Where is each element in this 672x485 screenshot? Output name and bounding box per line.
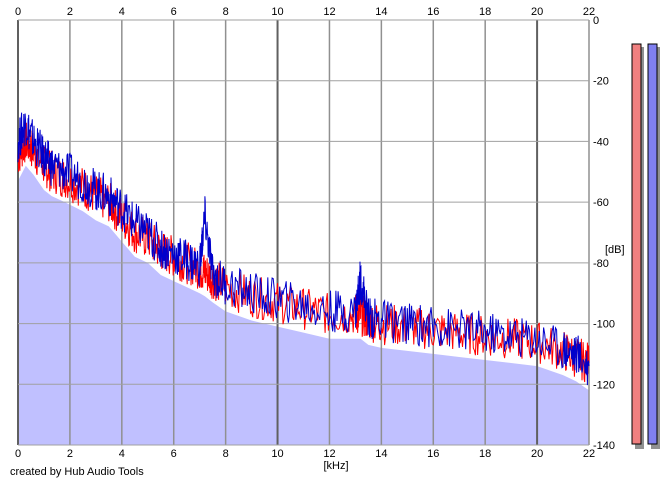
x-tick-label: 20 xyxy=(531,448,543,460)
y-tick-label: -20 xyxy=(593,76,609,88)
x-tick-label: 2 xyxy=(67,448,73,460)
x-tick-label: 10 xyxy=(271,6,283,18)
x-tick-label: 4 xyxy=(119,6,125,18)
y-tick-label: -40 xyxy=(593,136,609,148)
x-tick-labels-top: 0 2 4 6 8 10 12 14 16 18 20 22 xyxy=(15,6,595,18)
y-tick-labels: 0 -20 -40 -60 -80 -100 -120 -140 xyxy=(593,15,615,452)
level-meter-0 xyxy=(631,43,642,445)
level-meter-1 xyxy=(647,43,658,445)
x-tick-label: 0 xyxy=(15,448,21,460)
x-tick-label: 14 xyxy=(375,6,387,18)
x-tick-label: 0 xyxy=(15,6,21,18)
y-tick-label: -60 xyxy=(593,197,609,209)
x-tick-label: 12 xyxy=(323,448,335,460)
series-line-1 xyxy=(17,112,590,386)
x-tick-label: 16 xyxy=(427,6,439,18)
spectrum-fill-area xyxy=(18,165,589,445)
y-tick-label: -120 xyxy=(593,379,615,391)
y-tick-label: -100 xyxy=(593,319,615,331)
y-tick-label: -80 xyxy=(593,258,609,270)
y-axis-label: [dB] xyxy=(605,244,625,256)
x-tick-label: 18 xyxy=(479,6,491,18)
x-tick-label: 6 xyxy=(171,448,177,460)
series-lines xyxy=(17,112,590,386)
y-tick-label: -140 xyxy=(593,440,615,452)
x-tick-label: 12 xyxy=(323,6,335,18)
x-tick-label: 6 xyxy=(171,6,177,18)
x-tick-label: 22 xyxy=(583,448,595,460)
y-tick-label: 0 xyxy=(593,15,599,27)
credit-text: created by Hub Audio Tools xyxy=(10,466,144,478)
x-axis-label: [kHz] xyxy=(323,460,348,472)
x-tick-label: 4 xyxy=(119,448,125,460)
level-meters xyxy=(631,43,660,449)
x-tick-label: 14 xyxy=(375,448,387,460)
x-tick-label: 2 xyxy=(67,6,73,18)
x-tick-labels-bottom: 0 2 4 6 8 10 12 14 16 18 20 22 xyxy=(15,448,595,460)
x-tick-label: 8 xyxy=(223,448,229,460)
x-tick-label: 8 xyxy=(223,6,229,18)
x-tick-label: 18 xyxy=(479,448,491,460)
x-tick-label: 16 xyxy=(427,448,439,460)
x-tick-label: 20 xyxy=(531,6,543,18)
x-tick-label: 10 xyxy=(271,448,283,460)
x-tick-label: 22 xyxy=(583,6,595,18)
grid-lines xyxy=(17,19,590,446)
